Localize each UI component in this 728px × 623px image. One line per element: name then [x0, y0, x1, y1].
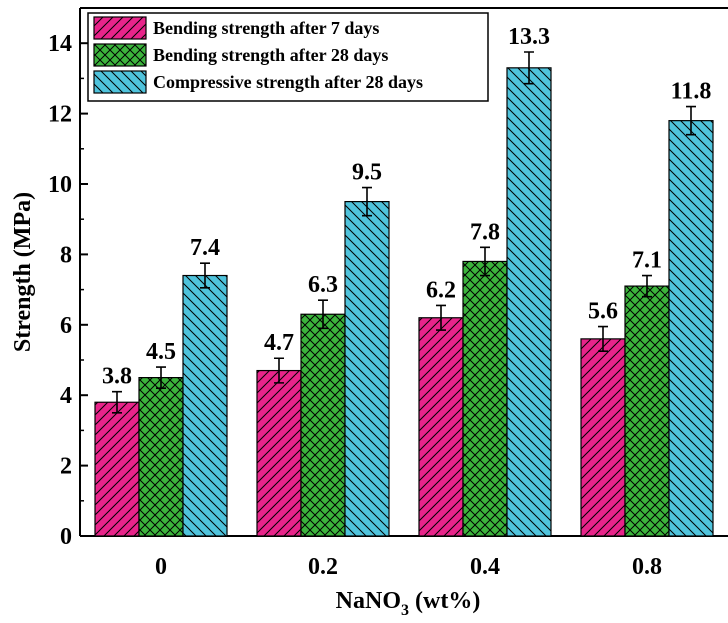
y-tick-label: 4	[60, 383, 72, 409]
bar-series-1-cat-2	[462, 260, 508, 537]
bar-series-1-cat-0	[138, 377, 184, 537]
data-label: 7.4	[190, 235, 220, 261]
x-axis-title: NaNO3 (wt%)	[336, 588, 481, 618]
bar-series-2-cat-0	[182, 274, 228, 537]
y-tick-label: 8	[60, 242, 72, 268]
x-tick-label: 0.2	[308, 554, 338, 580]
x-axis-title-subscript: 3	[401, 602, 409, 618]
error-bar	[524, 51, 534, 85]
bar-series-0-cat-0	[94, 401, 140, 537]
data-labels: 3.8 4.5 7.4 4.7 6.3 9.5 6.2 7.8 13.3 5.6 7.1 11.8	[102, 24, 711, 390]
error-bar	[598, 325, 608, 352]
data-label: 4.7	[264, 330, 294, 356]
x-ticks: 0 0.2 0.4 0.8	[155, 528, 662, 580]
bars	[94, 67, 714, 537]
legend-swatch-0	[93, 16, 147, 40]
data-label: 6.3	[308, 272, 338, 298]
x-tick-label: 0.4	[470, 554, 500, 580]
legend-label-0: Bending strength after 7 days	[153, 18, 379, 38]
bar-series-2-cat-2	[506, 67, 552, 537]
error-bar	[274, 357, 284, 384]
bar-series-1-cat-1	[300, 313, 346, 537]
data-label: 7.1	[632, 248, 662, 274]
bar-series-2-cat-1	[344, 201, 390, 537]
error-bar	[156, 366, 166, 389]
y-tick-label: 14	[48, 31, 72, 57]
x-tick-label: 0.8	[632, 554, 662, 580]
error-bars	[112, 51, 696, 414]
legend-swatch-2	[93, 70, 147, 94]
bar-series-0-cat-3	[580, 338, 626, 537]
y-tick-label: 2	[60, 454, 72, 480]
data-label: 7.8	[470, 219, 500, 245]
legend-label-1: Bending strength after 28 days	[153, 45, 388, 65]
error-bar	[200, 262, 210, 289]
y-tick-label: 10	[48, 172, 72, 198]
data-label: 4.5	[146, 339, 176, 365]
bar-series-0-cat-2	[418, 317, 464, 537]
y-tick-label: 12	[48, 102, 72, 128]
data-label: 9.5	[352, 160, 382, 186]
x-axis-title-main: NaNO	[336, 588, 401, 614]
error-bar	[362, 186, 372, 217]
legend-swatch-1	[93, 43, 147, 67]
error-bar	[318, 299, 328, 330]
legend-box	[87, 12, 489, 102]
data-label: 3.8	[102, 364, 132, 390]
bar-series-0-cat-1	[256, 369, 302, 537]
error-bar	[112, 390, 122, 414]
error-bar	[436, 304, 446, 331]
data-label: 13.3	[508, 24, 550, 50]
error-bar	[642, 274, 652, 298]
y-tick-label: 0	[60, 524, 72, 550]
bar-series-2-cat-3	[668, 120, 714, 537]
bar-series-1-cat-3	[624, 285, 670, 537]
x-tick-label: 0	[155, 554, 167, 580]
error-bar	[686, 105, 696, 136]
data-label: 5.6	[588, 299, 618, 325]
y-ticks: 0 2 4 6 8 10 12 14	[48, 31, 88, 550]
error-bar	[480, 246, 490, 277]
legend-label-2: Compressive strength after 28 days	[153, 72, 423, 92]
x-axis-title-tail: (wt%)	[409, 588, 480, 614]
data-label: 11.8	[671, 79, 712, 105]
y-axis-title: Strength (MPa)	[10, 192, 36, 352]
legend: Bending strength after 7 days Bending str…	[87, 12, 489, 102]
data-label: 6.2	[426, 277, 456, 303]
y-tick-label: 6	[60, 313, 72, 339]
